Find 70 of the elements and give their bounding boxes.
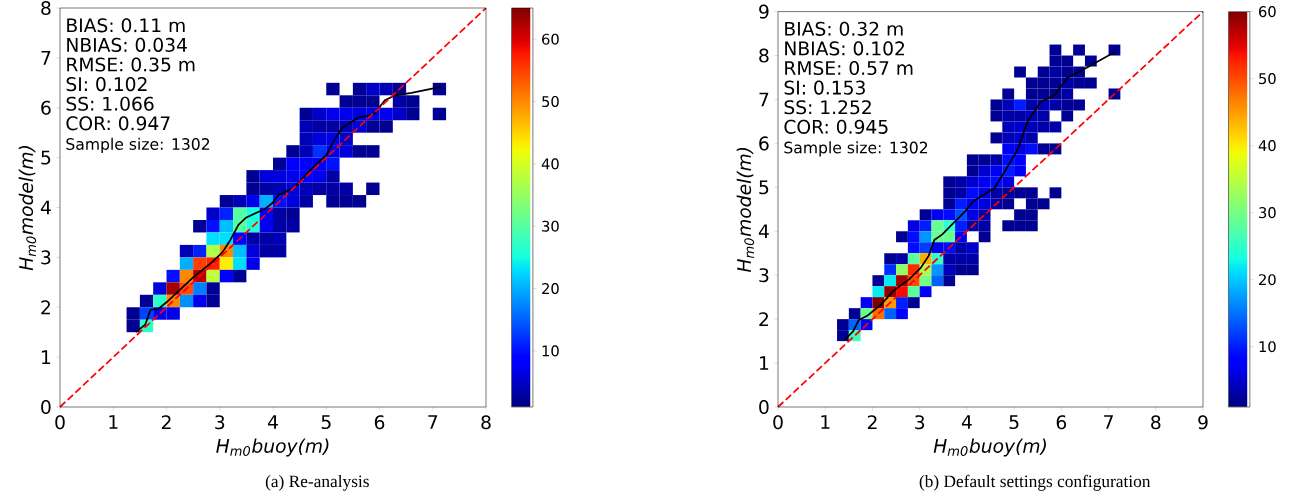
annotation: SS: 1.252	[784, 100, 871, 115]
y-tick-label: 6	[41, 100, 51, 115]
y-tick-label: 3	[41, 250, 51, 265]
color-bar-label: 50	[1259, 73, 1276, 85]
color-bar-label: 30	[542, 220, 559, 232]
x-tick-label: 0	[773, 415, 783, 430]
x-tick-label: 6	[1056, 415, 1067, 430]
annotation: SS: 1.066	[66, 96, 154, 111]
annotation: COR: 0.947	[66, 116, 170, 131]
annotation: Sample size: 1302	[66, 137, 210, 153]
color-bar-label: 10	[542, 345, 559, 357]
y-tick-label: 8	[759, 48, 769, 63]
y-tick-label: 1	[42, 350, 51, 364]
color-bar-label: 20	[1259, 274, 1276, 286]
y-tick-label: 2	[759, 312, 768, 327]
y-tick-label: 3	[759, 268, 769, 283]
y-tick-label: 4	[758, 224, 769, 239]
x-tick-label: 2	[161, 415, 171, 430]
x-tick-label: 2	[867, 415, 877, 430]
color-bar-label: 40	[541, 158, 559, 170]
x-tick-label: 8	[1151, 415, 1161, 430]
annotation: BIAS: 0.11 m	[67, 18, 185, 33]
x-tick-label: 7	[428, 415, 438, 429]
color-bar-label: 20	[542, 283, 559, 295]
color-bar-label: 60	[542, 33, 559, 45]
x-axis-title: H$_{m0}$buoy(m)	[933, 438, 1046, 457]
annotation: SI: 0.153	[784, 80, 865, 95]
annotation: BIAS: 0.32 m	[785, 21, 903, 36]
x-tick-label: 4	[961, 415, 972, 429]
annotation: SI: 0.102	[66, 77, 147, 92]
y-tick-label: 7	[759, 92, 769, 107]
y-tick-label: 5	[759, 180, 769, 195]
x-tick-label: 0	[55, 415, 65, 430]
text: (b) Default settings configuration	[919, 474, 1151, 491]
y-tick-label: 0	[41, 399, 51, 415]
color-bar-label: 60	[1259, 6, 1276, 18]
y-tick-label: 5	[41, 150, 51, 165]
y-axis-title: H$_{m0}$model(m)	[736, 147, 755, 273]
color-bar-label: 50	[542, 95, 559, 108]
annotation: RMSE: 0.57 m	[785, 60, 913, 76]
color-bar-label: 30	[1259, 207, 1276, 219]
y-tick-label: 4	[40, 200, 51, 215]
color-bar-label: 10	[1259, 341, 1276, 353]
y-tick-label: 2	[41, 300, 50, 315]
annotation: COR: 0.945	[784, 119, 888, 134]
annotation: NBIAS: 0.034	[67, 37, 187, 52]
y-tick-label: 1	[760, 356, 769, 370]
color-bar-label: 40	[1258, 140, 1276, 152]
x-tick-label: 5	[1009, 415, 1019, 430]
text: (a) Re-analysis	[265, 474, 369, 491]
y-tick-label: 8	[41, 0, 51, 16]
y-tick-label: 9	[759, 4, 769, 19]
x-tick-label: 9	[1198, 415, 1208, 430]
x-tick-label: 1	[821, 415, 830, 429]
y-tick-label: 0	[759, 399, 769, 415]
y-tick-label: 7	[41, 51, 51, 65]
x-tick-label: 5	[321, 415, 331, 430]
annotation: RMSE: 0.35 m	[67, 57, 195, 72]
x-tick-label: 3	[215, 415, 225, 430]
x-tick-label: 4	[267, 415, 278, 429]
x-axis-title: H$_{m0}$buoy(m)	[216, 438, 329, 457]
y-tick-label: 6	[759, 136, 769, 151]
annotation: Sample size: 1302	[784, 141, 928, 157]
annotation: NBIAS: 0.102	[785, 41, 905, 56]
x-tick-label: 7	[1104, 415, 1113, 429]
x-tick-label: 1	[109, 415, 118, 429]
x-tick-label: 8	[481, 415, 491, 430]
x-tick-label: 6	[374, 415, 385, 430]
y-axis-title: H$_{m0}$model(m)	[18, 146, 37, 271]
x-tick-label: 3	[915, 415, 925, 430]
